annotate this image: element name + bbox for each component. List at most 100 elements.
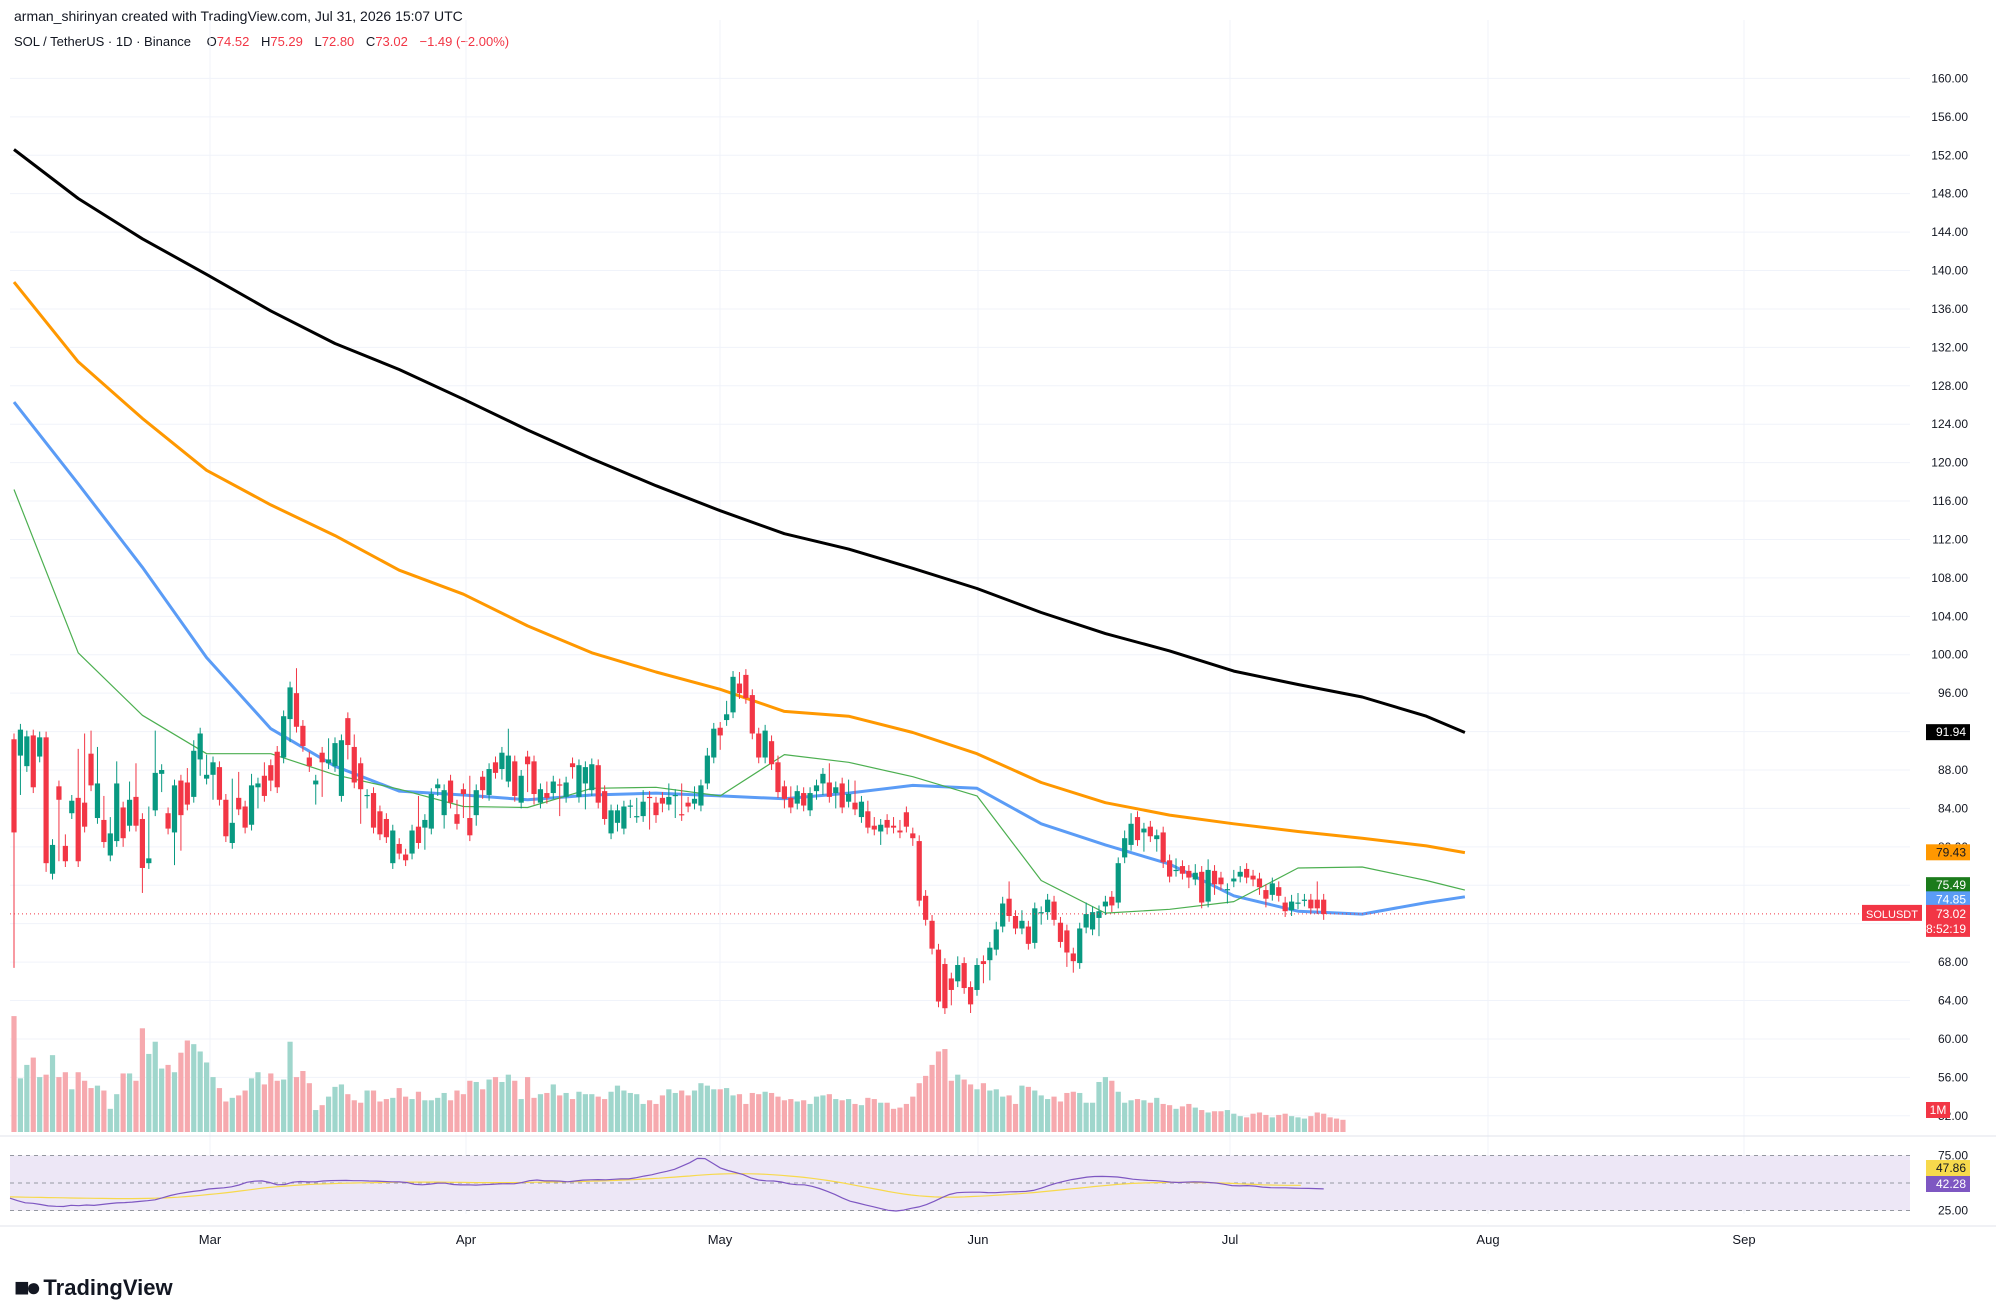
candle-body bbox=[1276, 887, 1282, 896]
volume-bar bbox=[1000, 1096, 1006, 1132]
time-tick-label: Jun bbox=[968, 1232, 989, 1247]
volume-bar bbox=[24, 1064, 30, 1132]
time-axis[interactable]: Mar Apr May Jun Jul Aug Sep bbox=[199, 1232, 1756, 1247]
volume-bar bbox=[441, 1092, 447, 1132]
volume-bar bbox=[1288, 1116, 1295, 1132]
candle-body bbox=[1045, 899, 1051, 913]
candle-body bbox=[589, 764, 595, 791]
candle-body bbox=[1147, 826, 1153, 837]
candle-body bbox=[1102, 901, 1108, 907]
price-badge bbox=[1926, 724, 1970, 741]
volume-bar bbox=[435, 1097, 441, 1132]
volume-bar bbox=[1263, 1114, 1269, 1132]
volume-bar bbox=[659, 1095, 666, 1132]
candle-body bbox=[1070, 953, 1076, 962]
candle-body bbox=[255, 783, 261, 788]
volume-bar bbox=[948, 1080, 954, 1132]
candle-body bbox=[935, 949, 942, 1002]
volume-bar bbox=[204, 1062, 210, 1132]
candle-body bbox=[454, 814, 460, 824]
candle-body bbox=[75, 797, 81, 862]
volume-bar bbox=[62, 1072, 68, 1132]
candle-body bbox=[287, 687, 293, 720]
candle-body bbox=[396, 843, 402, 854]
candle-body bbox=[49, 844, 56, 874]
volume-bar bbox=[255, 1072, 261, 1132]
volume-bar bbox=[146, 1053, 152, 1132]
candle-body bbox=[281, 716, 287, 758]
price-tick-label: 92.00 bbox=[1938, 725, 1968, 739]
candle-body bbox=[961, 963, 967, 989]
volume-bar bbox=[717, 1089, 723, 1132]
volume-bar bbox=[281, 1079, 287, 1132]
volume-bar bbox=[1134, 1099, 1141, 1132]
rsi-badge-value: 47.86 bbox=[1936, 1161, 1966, 1175]
candle-body bbox=[923, 895, 929, 920]
candle-body bbox=[512, 761, 518, 796]
candle-body bbox=[916, 841, 922, 901]
candle-body bbox=[525, 756, 531, 765]
volume-bar bbox=[325, 1096, 332, 1132]
candle-body bbox=[820, 773, 826, 784]
candle-body bbox=[537, 789, 544, 803]
volume-bar bbox=[576, 1091, 582, 1132]
volume-bar bbox=[223, 1101, 229, 1132]
volume-bar bbox=[724, 1088, 730, 1132]
candle-body bbox=[1179, 866, 1186, 874]
volume-bar bbox=[37, 1077, 43, 1132]
tradingview-logo[interactable]: ■● TradingView bbox=[14, 1272, 173, 1303]
ohlc-high-value: 75.29 bbox=[270, 34, 303, 49]
volume-bar bbox=[749, 1092, 755, 1132]
time-tick-label: Jul bbox=[1222, 1232, 1239, 1247]
candle-body bbox=[903, 812, 909, 827]
volume-bar bbox=[152, 1041, 158, 1132]
candle-body bbox=[37, 737, 43, 757]
candle-body bbox=[1199, 871, 1205, 903]
candle-body bbox=[56, 786, 62, 800]
candle-body bbox=[576, 765, 582, 797]
candle-body bbox=[120, 807, 126, 839]
volume-bar bbox=[1160, 1103, 1166, 1132]
volume-bar bbox=[743, 1103, 749, 1132]
price-tick-label: 140.00 bbox=[1931, 264, 1968, 278]
volume-bar bbox=[1167, 1105, 1173, 1132]
volume-bar bbox=[377, 1101, 383, 1132]
symbol-line[interactable]: SOL / TetherUS · 1D · Binance bbox=[14, 34, 192, 49]
candle-body bbox=[1115, 863, 1121, 903]
candle-body bbox=[704, 755, 710, 784]
volume-bar bbox=[820, 1095, 826, 1132]
candle-body bbox=[1057, 922, 1064, 942]
ohlc-open-value: 74.52 bbox=[216, 34, 250, 49]
volume-bar bbox=[1012, 1103, 1019, 1132]
volume-bar bbox=[846, 1099, 852, 1132]
candle-body bbox=[1000, 903, 1006, 927]
volume-bar bbox=[967, 1084, 974, 1132]
candle-body bbox=[345, 718, 351, 746]
candle-body bbox=[980, 961, 987, 965]
candle-body bbox=[467, 818, 473, 836]
candle-body bbox=[293, 693, 300, 727]
price-tick-label: 100.00 bbox=[1931, 648, 1968, 662]
volume-bar bbox=[75, 1072, 81, 1132]
volume-bar bbox=[1057, 1101, 1064, 1132]
volume-bar bbox=[216, 1088, 223, 1132]
candle-body bbox=[1250, 875, 1256, 880]
candle-body bbox=[390, 830, 396, 864]
candle-body bbox=[486, 769, 492, 795]
price-tick-label: 136.00 bbox=[1931, 302, 1968, 316]
volume-bar bbox=[133, 1080, 139, 1132]
time-tick-label: Aug bbox=[1476, 1232, 1499, 1247]
volume-bar bbox=[1308, 1116, 1314, 1132]
candle-body bbox=[229, 822, 235, 843]
candle-body bbox=[492, 762, 499, 773]
candle-body bbox=[544, 793, 550, 798]
time-tick-label: Sep bbox=[1732, 1232, 1755, 1247]
candle-body bbox=[480, 776, 486, 791]
rsi-ma-line bbox=[9, 1173, 1301, 1200]
volume-bar bbox=[1321, 1113, 1327, 1132]
price-axis[interactable]: 160.00 156.00 152.00 148.00 144.00 140.00 136.… bbox=[1931, 71, 1968, 1122]
volume-bar bbox=[351, 1100, 357, 1132]
volume-bar bbox=[621, 1090, 627, 1132]
volume-bar bbox=[1147, 1102, 1153, 1132]
